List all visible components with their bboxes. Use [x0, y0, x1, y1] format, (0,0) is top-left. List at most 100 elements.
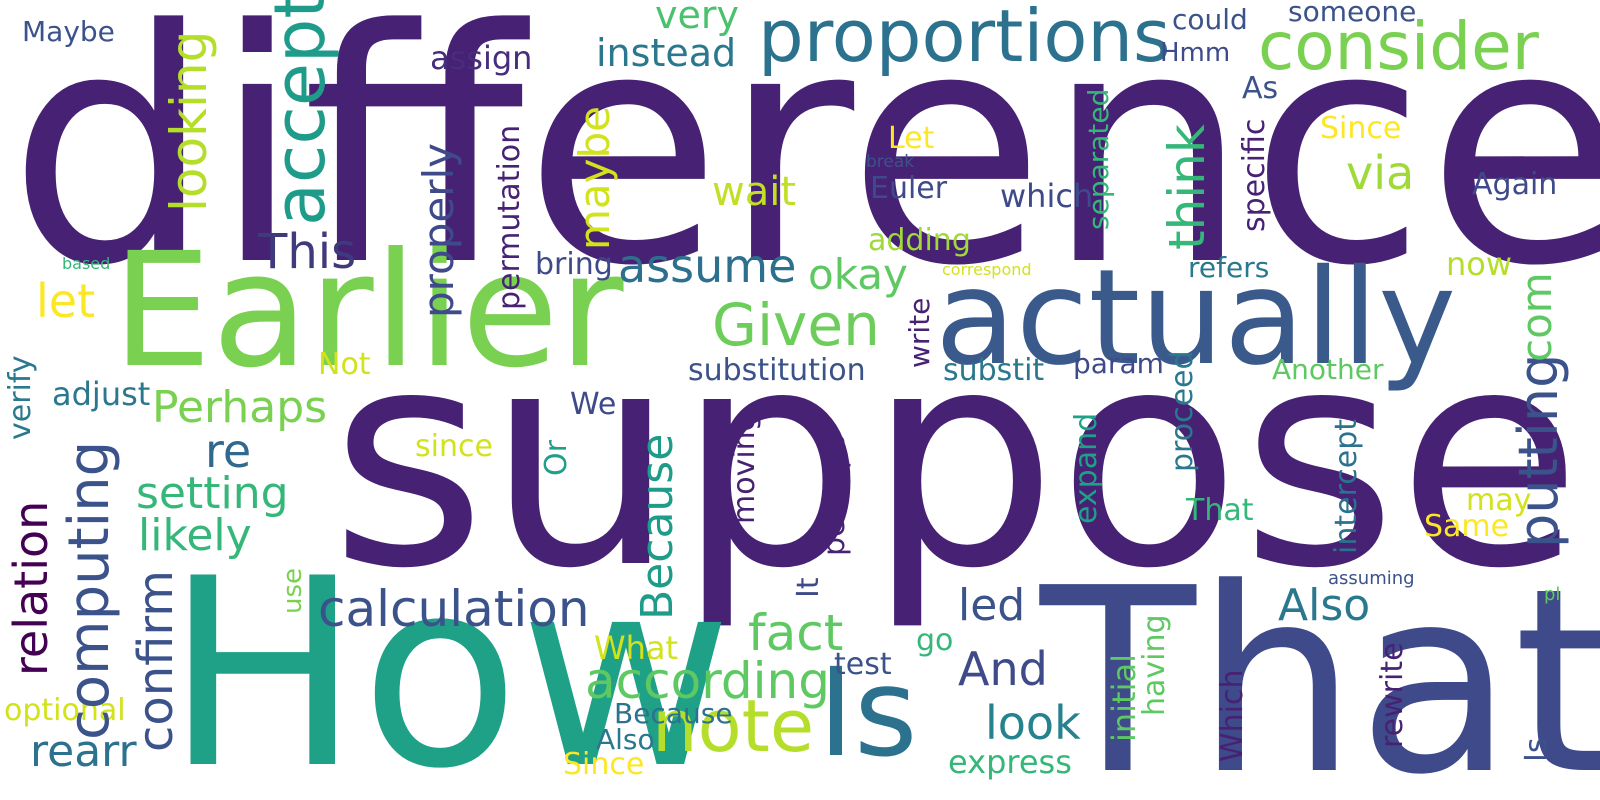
word-again: Again — [1472, 167, 1558, 202]
word-or: Or — [539, 440, 574, 476]
word-as: As — [1242, 71, 1279, 106]
word-perhaps: perhaps — [817, 434, 852, 556]
word-now: now — [1446, 245, 1513, 283]
word-consider: consider — [1258, 8, 1539, 85]
word-bring: bring — [535, 247, 613, 282]
word-difference: difference — [8, 0, 1600, 336]
word-since: since — [415, 429, 493, 464]
word-fact: fact — [748, 604, 844, 662]
word-com: com — [1512, 272, 1561, 362]
word-use: use — [278, 567, 308, 614]
word-specific: specific — [1237, 118, 1272, 232]
word-optional: express — [948, 743, 1072, 781]
word-proceed: proceed — [1165, 350, 1200, 472]
word-not: Not — [318, 347, 371, 382]
word-which-cap: Which — [1215, 669, 1250, 762]
word-adding: adding — [868, 223, 971, 258]
word-accept: accept — [259, 0, 341, 226]
word-led: led — [958, 580, 1026, 631]
word-moving: moving — [727, 412, 762, 524]
word-putting: putting — [1507, 353, 1570, 548]
word-correspond: correspond — [942, 260, 1032, 279]
word-earlier: Earlier — [112, 219, 624, 403]
word-refers: refers — [1188, 251, 1270, 284]
word-this: This — [258, 224, 357, 280]
word-very: very — [655, 0, 739, 37]
word-maybe: maybe — [570, 105, 619, 250]
word-maybe-cap: Maybe — [22, 15, 115, 48]
word-same: Same — [1424, 509, 1510, 544]
word-also-2: Also — [596, 723, 655, 756]
word-because: Because — [632, 433, 683, 620]
word-perhaps-cap: Perhaps — [152, 382, 328, 433]
word-assuming: assuming — [1328, 568, 1415, 589]
word-separated: separated — [1082, 88, 1115, 230]
word-likely: likely — [138, 510, 252, 561]
word-break: break — [866, 152, 915, 172]
word-someone: someone — [1288, 0, 1417, 28]
word-note: note — [652, 684, 815, 768]
word-euler: Euler — [870, 171, 948, 206]
word-another: Another — [1272, 353, 1384, 386]
word-because-small: Because — [614, 697, 733, 730]
word-may: may — [1466, 483, 1532, 518]
word-given: Given — [712, 291, 880, 359]
word-rewrite: rewrite — [1375, 642, 1410, 748]
word-since-cap-1: Since — [1320, 111, 1402, 146]
word-verify: verify — [3, 355, 38, 440]
word-also-1: Also — [1278, 580, 1371, 631]
word-calculation: calculation — [318, 580, 590, 638]
word-it: It — [791, 577, 826, 598]
word-actually: actually — [935, 241, 1457, 395]
word-model: model — [337, 118, 370, 206]
word-that-small: That — [1186, 493, 1254, 528]
word-substitution: substitution — [688, 353, 866, 388]
word-expand: expand — [1069, 412, 1104, 524]
word-re: re — [205, 424, 252, 478]
word-we: We — [570, 387, 617, 422]
word-is-small: optional — [4, 693, 126, 728]
word-wait: wait — [712, 169, 797, 215]
word-how: How — [165, 524, 733, 800]
word-assign: assign — [430, 39, 533, 77]
word-initial: initial — [1105, 654, 1143, 742]
word-param: param — [1073, 347, 1164, 380]
word-is-large: Is — [818, 642, 918, 784]
word-think: think — [1158, 124, 1216, 250]
word-hmm: Hmm — [1160, 38, 1231, 68]
word-relation: relation — [4, 500, 58, 676]
word-write: write — [903, 297, 936, 368]
word-and: And — [958, 642, 1048, 696]
word-computing: computing — [57, 440, 122, 740]
word-what: What — [594, 629, 679, 667]
word-express: Is — [1519, 737, 1554, 762]
word-having: having — [1137, 614, 1172, 716]
word-look: look — [985, 696, 1081, 750]
word-via: via — [1346, 146, 1415, 200]
word-looking: looking — [160, 30, 218, 212]
word-adjust: adjust — [52, 375, 151, 413]
word-suppose: suppose — [330, 285, 1582, 634]
word-setting: setting — [136, 468, 289, 519]
word-based: based — [62, 254, 111, 273]
word-that-large: That — [1040, 534, 1600, 800]
word-let: let — [36, 274, 96, 328]
word-intercept: intercept — [1329, 419, 1364, 554]
word-instead: instead — [596, 31, 737, 75]
word-go: go — [916, 623, 954, 658]
word-according: according — [585, 652, 830, 710]
word-which: which — [1000, 177, 1094, 215]
word-test: test — [834, 647, 892, 682]
word-rearr: rearr — [30, 726, 137, 777]
word-could: could — [1172, 3, 1248, 36]
word-assume: assume — [618, 239, 797, 293]
word-confirm: confirm — [128, 569, 184, 752]
word-since-cap-2: Since — [563, 747, 645, 782]
word-substit: substit — [943, 353, 1045, 388]
word-permutation: permutation — [492, 124, 527, 310]
word-okay: okay — [808, 250, 908, 299]
word-properly: properly — [414, 143, 463, 318]
word-pl: pl — [1544, 584, 1561, 605]
word-proportions: proportions — [758, 0, 1171, 78]
